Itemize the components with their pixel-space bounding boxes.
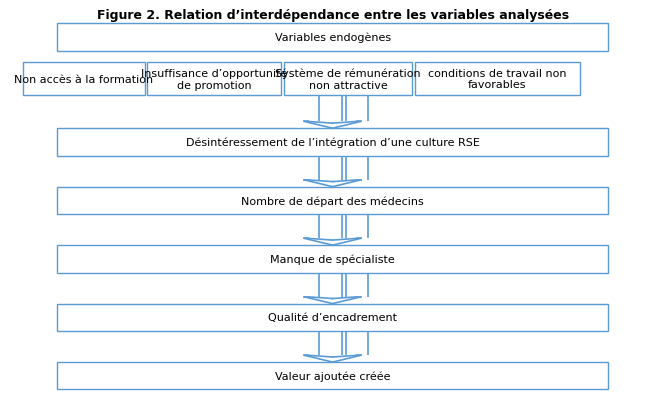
- FancyBboxPatch shape: [147, 63, 281, 96]
- FancyBboxPatch shape: [57, 362, 608, 390]
- FancyBboxPatch shape: [284, 63, 412, 96]
- FancyBboxPatch shape: [57, 245, 608, 273]
- FancyBboxPatch shape: [23, 63, 145, 96]
- Text: conditions de travail non
favorables: conditions de travail non favorables: [428, 68, 567, 90]
- FancyBboxPatch shape: [57, 24, 608, 52]
- FancyBboxPatch shape: [415, 63, 580, 96]
- Text: Système de rémunération
non attractive: Système de rémunération non attractive: [275, 68, 421, 90]
- Text: Variables endogènes: Variables endogènes: [274, 33, 391, 43]
- FancyBboxPatch shape: [57, 187, 608, 215]
- FancyBboxPatch shape: [57, 129, 608, 156]
- Text: Qualité d’encadrement: Qualité d’encadrement: [268, 313, 397, 322]
- Text: Insuffisance d’opportunité
de promotion: Insuffisance d’opportunité de promotion: [141, 68, 287, 90]
- Text: Désintéressement de l’intégration d’une culture RSE: Désintéressement de l’intégration d’une …: [186, 137, 479, 148]
- Text: Valeur ajoutée créée: Valeur ajoutée créée: [275, 371, 390, 381]
- Text: Nombre de départ des médecins: Nombre de départ des médecins: [241, 196, 424, 206]
- Text: Non accès à la formation: Non accès à la formation: [14, 75, 153, 84]
- Text: Figure 2. Relation d’interdépendance entre les variables analysées: Figure 2. Relation d’interdépendance ent…: [96, 9, 569, 22]
- FancyBboxPatch shape: [57, 304, 608, 331]
- Text: Manque de spécialiste: Manque de spécialiste: [270, 254, 395, 264]
